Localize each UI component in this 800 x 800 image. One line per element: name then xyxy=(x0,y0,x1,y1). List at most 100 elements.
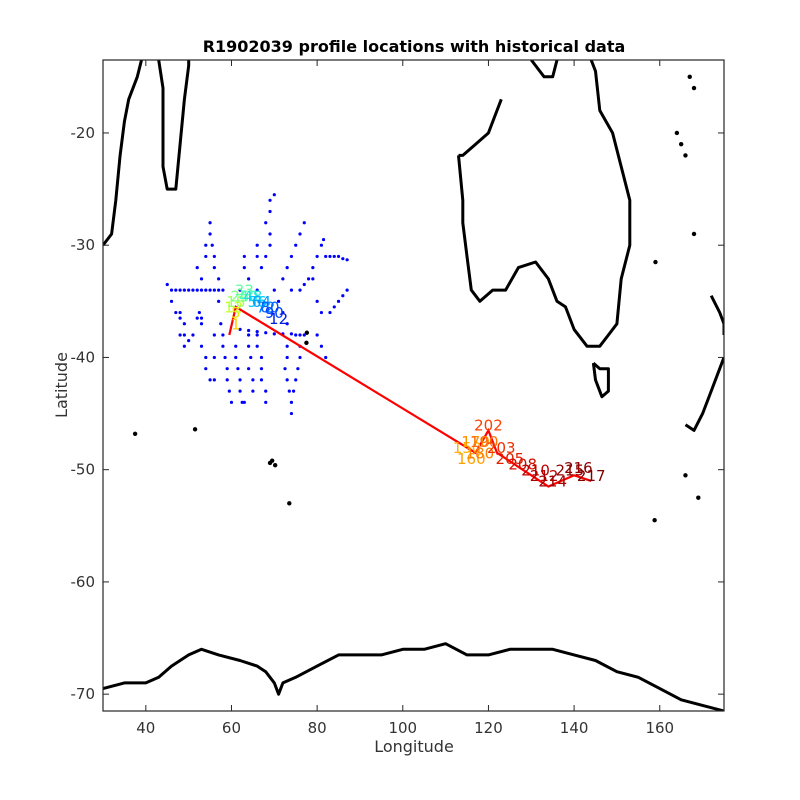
profile-label: 212 xyxy=(530,467,559,485)
historical-point xyxy=(298,288,302,292)
x-tick-label: 120 xyxy=(474,719,503,737)
historical-point xyxy=(234,355,238,360)
historical-point xyxy=(212,378,216,382)
historical-point xyxy=(255,344,259,348)
historical-point xyxy=(187,288,191,292)
historical-point xyxy=(302,333,306,337)
historical-point xyxy=(182,288,186,292)
y-axis-label: Latitude xyxy=(52,352,71,418)
x-tick-label: 160 xyxy=(645,719,674,737)
profile-label: 170 xyxy=(461,433,490,451)
historical-point xyxy=(298,232,302,236)
y-tick-label: -60 xyxy=(71,573,96,591)
historical-point xyxy=(264,389,268,393)
profile-label: 1 xyxy=(231,315,241,333)
profile-label: 190 xyxy=(470,433,499,451)
historical-point xyxy=(345,258,349,262)
profile-label: 72 xyxy=(256,299,275,317)
historical-point xyxy=(294,243,298,247)
x-tick-label: 140 xyxy=(560,719,589,737)
coastline xyxy=(457,60,632,348)
island xyxy=(192,427,198,432)
historical-point xyxy=(227,389,231,393)
historical-point xyxy=(336,299,341,303)
historical-point xyxy=(247,277,251,281)
profile-label: 64 xyxy=(252,293,271,311)
historical-point xyxy=(195,266,199,270)
historical-point xyxy=(191,333,195,337)
historical-point xyxy=(169,299,174,303)
x-tick-label: 100 xyxy=(388,719,417,737)
historical-point xyxy=(217,288,221,292)
historical-point xyxy=(199,322,204,326)
historical-point xyxy=(306,277,311,281)
historical-point xyxy=(249,355,253,360)
historical-point xyxy=(197,310,201,315)
historical-point xyxy=(268,198,272,202)
profile-label: 25 xyxy=(231,287,250,305)
historical-point xyxy=(259,378,264,382)
historical-point xyxy=(341,294,345,298)
historical-point xyxy=(212,355,216,360)
historical-point xyxy=(178,316,182,320)
profile-label: 12 xyxy=(224,299,243,317)
historical-point xyxy=(336,254,341,259)
historical-point xyxy=(182,344,186,348)
historical-point xyxy=(191,288,195,292)
historical-point xyxy=(302,221,306,225)
historical-point xyxy=(238,389,242,393)
historical-data-layer xyxy=(165,193,349,416)
historical-point xyxy=(264,400,268,404)
profile-label: 180 xyxy=(466,444,495,462)
historical-point xyxy=(324,355,328,360)
profile-label: 12 xyxy=(269,310,288,328)
island xyxy=(687,74,692,80)
historical-point xyxy=(199,316,204,320)
coastline xyxy=(103,642,724,711)
historical-point xyxy=(212,288,216,292)
historical-point xyxy=(291,389,296,393)
historical-point xyxy=(221,288,225,292)
island xyxy=(272,462,278,468)
float-track-layer xyxy=(228,305,592,488)
historical-point xyxy=(221,344,225,348)
historical-point xyxy=(225,378,229,382)
historical-point xyxy=(182,322,186,326)
x-axis-label: Longitude xyxy=(374,737,454,756)
historical-point xyxy=(315,333,319,337)
historical-point xyxy=(298,355,302,360)
profile-label: 40 xyxy=(239,287,258,305)
historical-point xyxy=(242,400,246,404)
profile-label: 160 xyxy=(457,450,486,468)
historical-point xyxy=(236,367,240,371)
plot-frame xyxy=(102,59,725,712)
island xyxy=(304,330,310,335)
historical-point xyxy=(255,254,259,259)
coastline xyxy=(530,60,559,79)
profile-label: 205 xyxy=(496,450,525,468)
historical-point xyxy=(210,243,214,247)
historical-point xyxy=(287,389,291,393)
historical-point xyxy=(268,232,272,236)
historical-point xyxy=(285,344,289,348)
historical-point xyxy=(315,254,319,259)
historical-point xyxy=(294,333,298,337)
historical-point xyxy=(321,237,326,242)
historical-point xyxy=(204,367,208,371)
historical-point xyxy=(174,310,178,315)
island xyxy=(691,85,697,91)
historical-point xyxy=(165,282,169,287)
x-tick-label: 80 xyxy=(308,719,327,737)
historical-point xyxy=(264,221,268,225)
coastline xyxy=(157,60,191,191)
historical-point xyxy=(195,288,199,292)
historical-point xyxy=(229,400,234,404)
island xyxy=(683,153,688,158)
historical-point xyxy=(219,322,223,326)
profile-label: 216 xyxy=(564,459,593,477)
island xyxy=(653,259,658,265)
profile-label: 33 xyxy=(235,282,254,300)
island xyxy=(267,460,273,466)
historical-point xyxy=(255,333,259,337)
historical-point xyxy=(289,411,294,416)
